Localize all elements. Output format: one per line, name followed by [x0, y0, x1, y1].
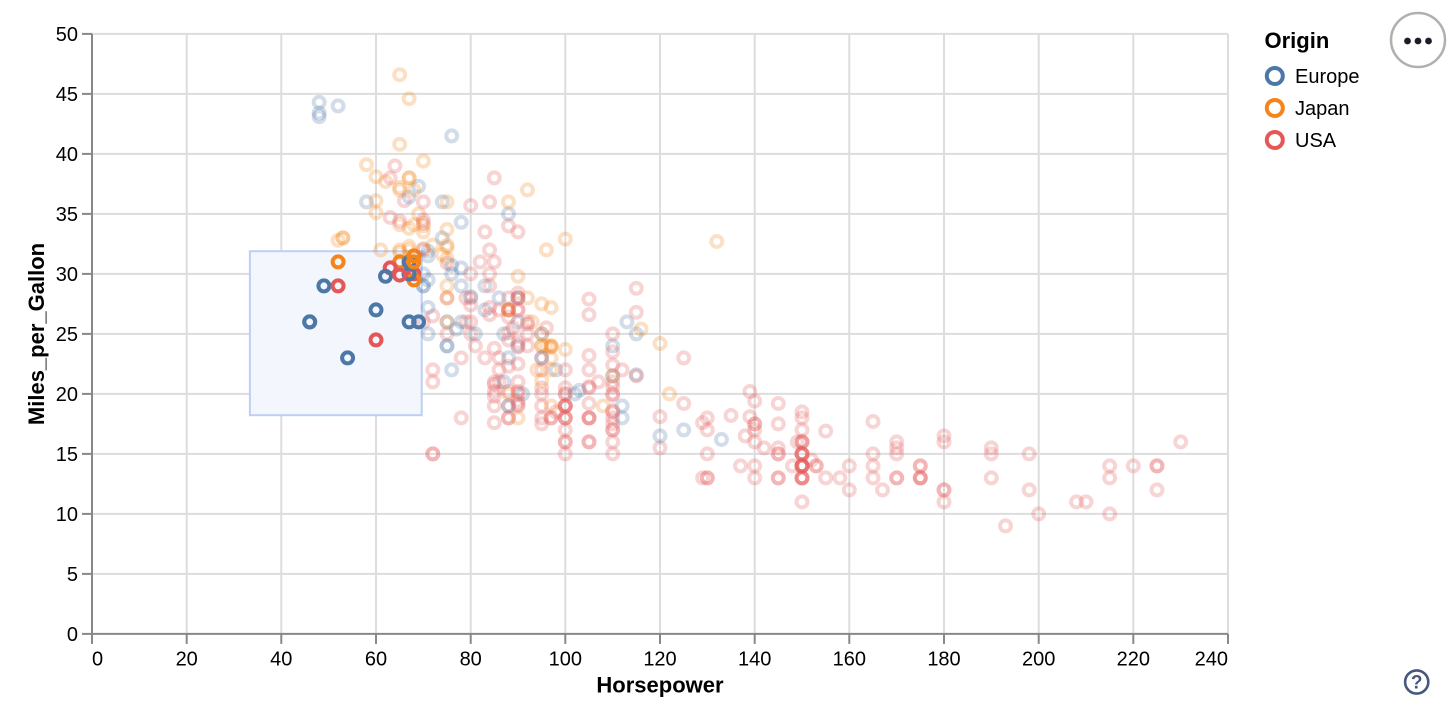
svg-text:50: 50 — [56, 24, 78, 46]
svg-text:Origin: Origin — [1265, 28, 1330, 53]
svg-text:15: 15 — [56, 444, 78, 466]
svg-text:20: 20 — [176, 649, 198, 671]
svg-text:220: 220 — [1117, 649, 1150, 671]
svg-text:120: 120 — [643, 649, 676, 671]
svg-text:Europe: Europe — [1295, 66, 1360, 88]
svg-text:35: 35 — [56, 204, 78, 226]
svg-text:?: ? — [1411, 673, 1423, 694]
svg-text:Horsepower: Horsepower — [596, 673, 724, 698]
svg-text:140: 140 — [738, 649, 771, 671]
svg-text:60: 60 — [365, 649, 387, 671]
svg-text:0: 0 — [92, 649, 103, 671]
svg-text:20: 20 — [56, 384, 78, 406]
svg-text:45: 45 — [56, 84, 78, 106]
svg-text:0: 0 — [67, 624, 78, 646]
svg-text:10: 10 — [56, 504, 78, 526]
svg-text:25: 25 — [56, 324, 78, 346]
svg-text:80: 80 — [460, 649, 482, 671]
svg-text:200: 200 — [1022, 649, 1055, 671]
svg-text:180: 180 — [927, 649, 960, 671]
svg-text:Miles_per_Gallon: Miles_per_Gallon — [24, 243, 49, 425]
svg-text:Japan: Japan — [1295, 98, 1350, 120]
svg-text:160: 160 — [833, 649, 866, 671]
svg-text:240: 240 — [1195, 649, 1228, 671]
svg-text:100: 100 — [549, 649, 582, 671]
svg-text:30: 30 — [56, 264, 78, 286]
svg-text:5: 5 — [67, 564, 78, 586]
svg-text:40: 40 — [270, 649, 292, 671]
svg-text:40: 40 — [56, 144, 78, 166]
svg-text:USA: USA — [1295, 130, 1337, 152]
